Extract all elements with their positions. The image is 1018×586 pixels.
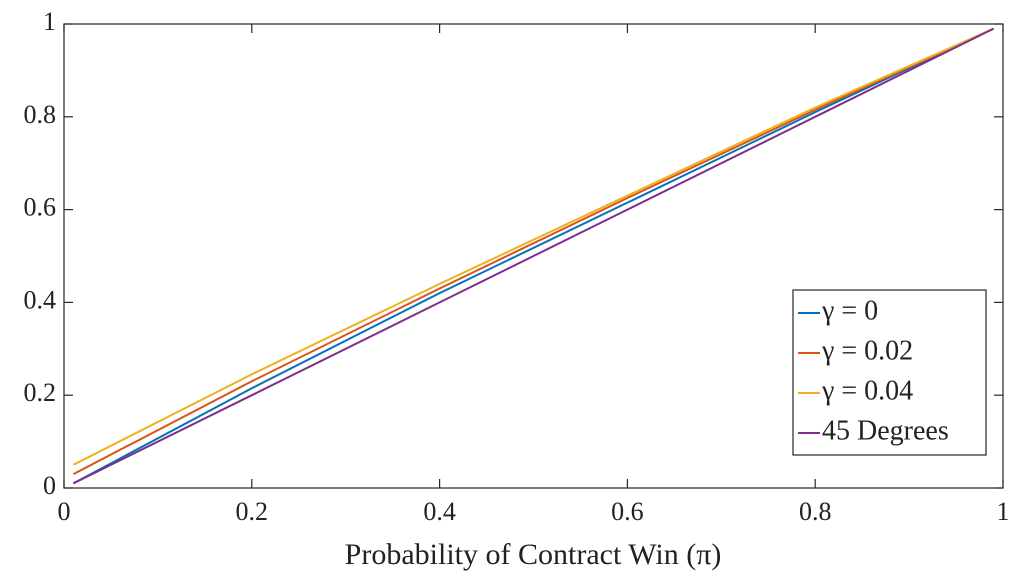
series-line xyxy=(72,27,995,485)
series-line xyxy=(72,27,995,466)
series-line xyxy=(72,27,995,485)
legend-label: γ = 0 xyxy=(821,295,878,326)
legend-label: 45 Degrees xyxy=(822,415,949,446)
x-axis-label: Probability of Contract Win (π) xyxy=(345,538,722,571)
y-tick-label: 0.6 xyxy=(24,193,57,222)
x-tick-label: 0 xyxy=(58,497,71,526)
x-tick-label: 1 xyxy=(997,497,1010,526)
y-tick-label: 0 xyxy=(43,471,56,500)
x-tick-label: 0.6 xyxy=(611,497,644,526)
x-tick-label: 0.2 xyxy=(236,497,269,526)
y-tick-label: 1 xyxy=(43,7,56,36)
y-tick-label: 0.2 xyxy=(24,378,57,407)
y-tick-label: 0.4 xyxy=(24,285,57,314)
legend-label: γ = 0.02 xyxy=(821,335,913,366)
x-tick-label: 0.8 xyxy=(799,497,832,526)
legend-box xyxy=(792,289,987,456)
y-tick-label: 0.8 xyxy=(24,100,57,129)
legend-label: γ = 0.04 xyxy=(821,375,913,406)
series-line xyxy=(72,27,995,475)
x-tick-label: 0.4 xyxy=(423,497,456,526)
